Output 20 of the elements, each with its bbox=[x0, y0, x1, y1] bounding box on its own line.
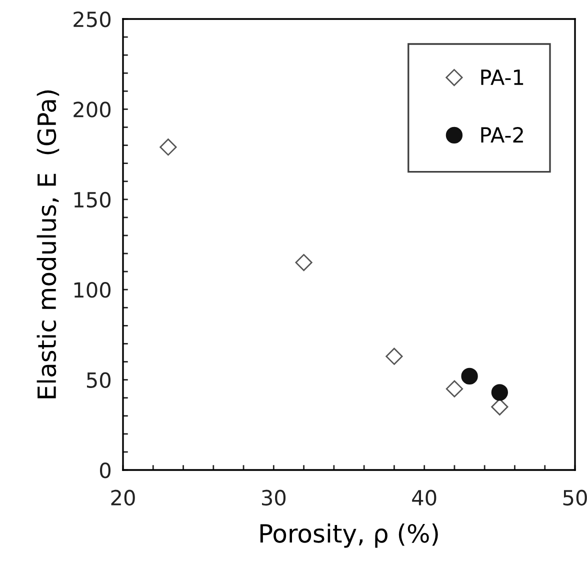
y-tick-label: 100 bbox=[74, 282, 111, 298]
point bbox=[386, 348, 403, 365]
y-tick-label: 150 bbox=[74, 192, 111, 208]
x-tick-label: 40 bbox=[412, 490, 436, 506]
x-tick-label: 50 bbox=[563, 490, 587, 506]
point bbox=[491, 384, 508, 401]
point bbox=[461, 368, 478, 385]
y-tick-label: 50 bbox=[86, 372, 111, 388]
x-tick-label: 30 bbox=[262, 490, 286, 506]
legend-label: PA-1 bbox=[481, 70, 524, 85]
point bbox=[295, 254, 312, 272]
x-tick-label: 20 bbox=[111, 490, 135, 506]
y-tick-label: 0 bbox=[100, 462, 111, 478]
y-axis-title: Elastic modulus, E (GPa) bbox=[36, 90, 60, 398]
y-tick-label: 250 bbox=[74, 11, 111, 28]
y-tick-label: 200 bbox=[74, 102, 111, 118]
legend-label: PA-2 bbox=[481, 127, 523, 142]
x-axis-title: Porosity, ρ (%) bbox=[260, 523, 438, 548]
point bbox=[160, 138, 177, 156]
point bbox=[446, 380, 464, 398]
